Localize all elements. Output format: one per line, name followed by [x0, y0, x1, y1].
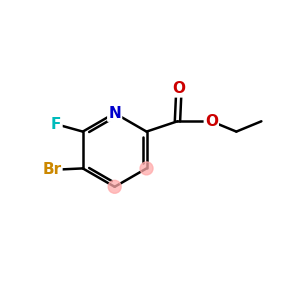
Text: F: F: [51, 117, 62, 132]
Text: Br: Br: [42, 162, 62, 177]
Circle shape: [140, 162, 153, 175]
Circle shape: [108, 180, 121, 193]
Text: O: O: [205, 114, 218, 129]
Text: N: N: [108, 106, 121, 121]
Text: O: O: [172, 81, 185, 96]
